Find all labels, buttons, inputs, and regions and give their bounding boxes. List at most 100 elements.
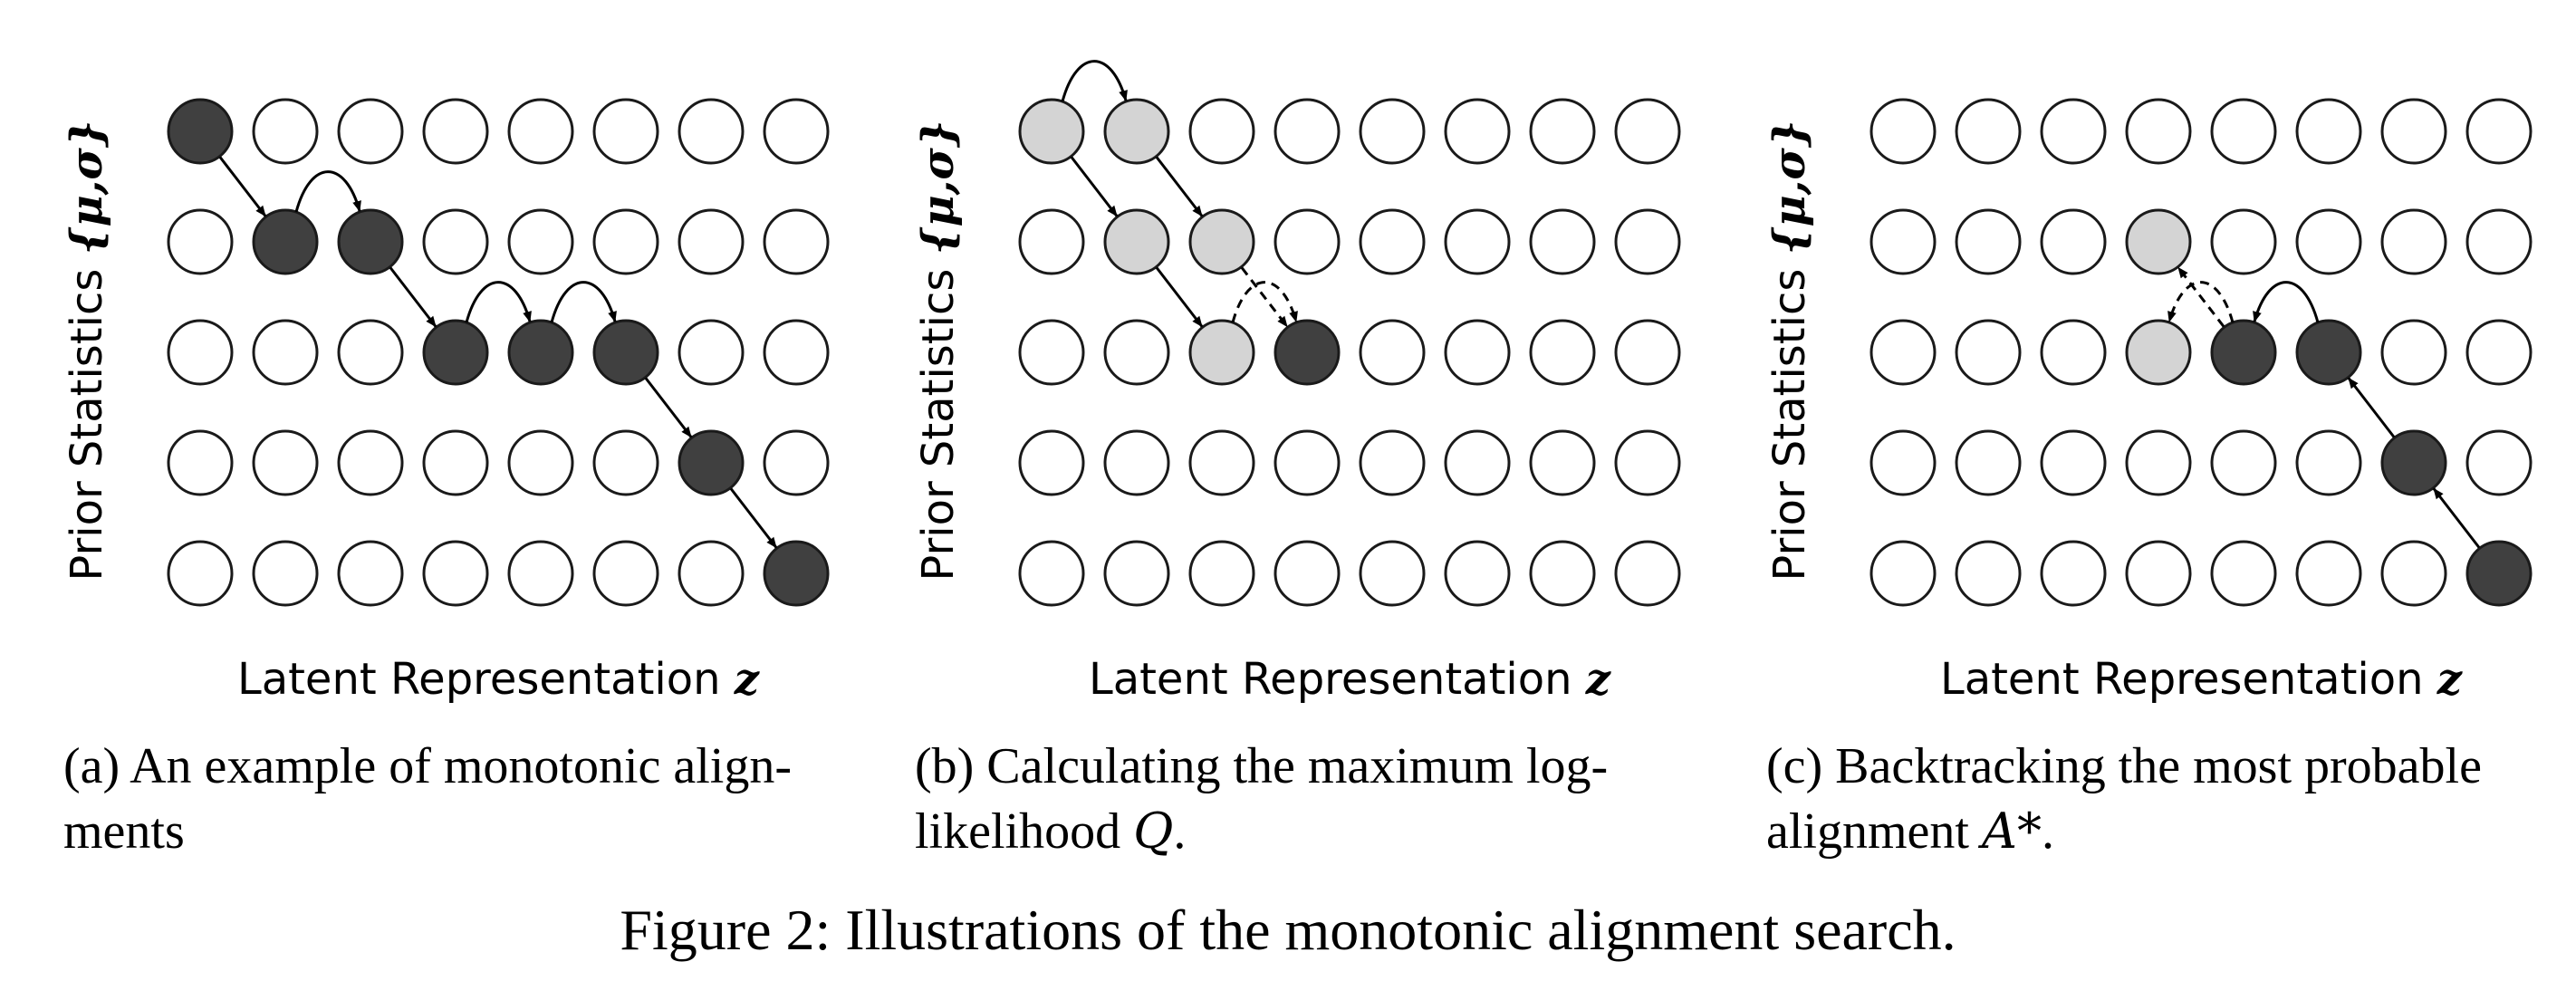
node-empty-r2-c4: [1359, 319, 1426, 386]
panel-b-caption-text: likelihood: [915, 803, 1134, 860]
node-empty-r0-c3: [422, 98, 489, 165]
node-empty-r0-c5: [592, 98, 659, 165]
edge-dashed-diag-3: [2177, 266, 2225, 328]
node-empty-r3-c0: [167, 429, 234, 496]
edge-dashed-arc-4: [2167, 281, 2235, 323]
node-empty-r4-c1: [1103, 540, 1170, 607]
panel-b-diagram: Prior Statistics {μ,σ} Latent Representat…: [913, 60, 1681, 705]
node-empty-r2-c2: [337, 319, 404, 386]
node-empty-r4-c4: [1359, 540, 1426, 607]
node-empty-r3-c4: [507, 429, 574, 496]
node-empty-r1-c7: [1614, 208, 1681, 275]
node-empty-r0-c4: [1359, 98, 1426, 165]
node-dark-r2-c5: [592, 319, 659, 386]
node-empty-r4-c7: [1614, 540, 1681, 607]
node-empty-r4-c1: [1955, 540, 2022, 607]
node-empty-r1-c6: [2380, 208, 2447, 275]
panel-c-ylabel-text: Prior Statistics: [1764, 255, 1815, 581]
node-empty-r0-c4: [2210, 98, 2277, 165]
node-dark-r3-c6: [2380, 429, 2447, 496]
panel-b-xlabel: Latent Representation z: [1089, 654, 1612, 705]
panel-b-caption-line-2: likelihood Q.: [915, 799, 1712, 864]
node-empty-r0-c7: [763, 98, 830, 165]
node-empty-r3-c7: [1614, 429, 1681, 496]
node-empty-r4-c1: [252, 540, 319, 607]
node-empty-r2-c0: [1870, 319, 1937, 386]
node-light-r1-c3: [2125, 208, 2192, 275]
node-empty-r3-c3: [1274, 429, 1341, 496]
node-empty-r3-c2: [1188, 429, 1255, 496]
edge-solid-diag-1: [1070, 156, 1119, 217]
panel-c-caption-line-2: alignment A*.: [1766, 799, 2563, 864]
panel-c-caption-period: .: [2041, 803, 2054, 860]
node-empty-r3-c2: [2040, 429, 2107, 496]
node-empty-r3-c1: [252, 429, 319, 496]
node-empty-r3-c2: [337, 429, 404, 496]
node-empty-r4-c5: [1444, 540, 1511, 607]
edge-solid-diag-2: [389, 266, 437, 328]
node-dark-r2-c4: [507, 319, 574, 386]
node-empty-r3-c3: [2125, 429, 2192, 496]
edge-solid-diag-0: [218, 156, 267, 217]
node-dark-r2-c5: [2295, 319, 2362, 386]
node-dark-r2-c3: [1274, 319, 1341, 386]
panel-b-ylabel: Prior Statistics {μ,σ}: [913, 120, 964, 581]
node-empty-r1-c7: [2465, 208, 2533, 275]
node-empty-r3-c7: [2465, 429, 2533, 496]
node-light-r0-c0: [1018, 98, 1085, 165]
node-empty-r2-c6: [2380, 319, 2447, 386]
panel-c-xlabel: Latent Representation z: [1940, 654, 2464, 705]
node-light-r2-c2: [1188, 319, 1255, 386]
node-empty-r4-c0: [1018, 540, 1085, 607]
node-empty-r2-c0: [167, 319, 234, 386]
node-empty-r0-c2: [2040, 98, 2107, 165]
node-empty-r2-c0: [1018, 319, 1085, 386]
node-empty-r4-c4: [507, 540, 574, 607]
panel-a-caption: (a) An example of monotonic align- ments: [63, 734, 860, 864]
panel-b-ylabel-text: Prior Statistics: [913, 255, 964, 581]
node-empty-r1-c5: [592, 208, 659, 275]
panel-a-ylabel-math: {μ,σ}: [62, 120, 112, 255]
node-empty-r1-c4: [1359, 208, 1426, 275]
edge-solid-diag-6: [729, 487, 778, 549]
panel-b-ylabel-math: {μ,σ}: [913, 120, 964, 255]
node-empty-r1-c6: [1529, 208, 1596, 275]
edge-solid-arc-3: [465, 281, 532, 323]
edge-solid-arc-2: [2253, 281, 2320, 323]
panel-a-xlabel: Latent Representation z: [237, 654, 761, 705]
node-empty-r4-c2: [2040, 540, 2107, 607]
node-empty-r0-c5: [2295, 98, 2362, 165]
figure-caption: Figure 2: Illustrations of the monotonic…: [620, 898, 1956, 962]
node-empty-r0-c7: [2465, 98, 2533, 165]
node-empty-r1-c0: [167, 208, 234, 275]
node-empty-r2-c7: [763, 319, 830, 386]
node-empty-r3-c3: [422, 429, 489, 496]
edge-dashed-arc-5: [1231, 281, 1298, 323]
node-dark-r2-c3: [422, 319, 489, 386]
node-empty-r1-c0: [1018, 208, 1085, 275]
node-empty-r4-c2: [1188, 540, 1255, 607]
panel-a-ylabel: Prior Statistics {μ,σ}: [62, 120, 112, 581]
node-empty-r2-c6: [1529, 319, 1596, 386]
node-empty-r1-c3: [1274, 208, 1341, 275]
node-empty-r4-c2: [337, 540, 404, 607]
node-empty-r2-c1: [252, 319, 319, 386]
node-empty-r0-c3: [2125, 98, 2192, 165]
node-empty-r1-c5: [2295, 208, 2362, 275]
node-empty-r4-c3: [1274, 540, 1341, 607]
node-empty-r3-c5: [592, 429, 659, 496]
node-empty-r3-c7: [763, 429, 830, 496]
node-empty-r2-c6: [678, 319, 745, 386]
node-empty-r0-c0: [1870, 98, 1937, 165]
node-empty-r0-c5: [1444, 98, 1511, 165]
node-empty-r4-c6: [2380, 540, 2447, 607]
node-empty-r2-c5: [1444, 319, 1511, 386]
node-empty-r3-c6: [1529, 429, 1596, 496]
node-empty-r4-c0: [1870, 540, 1937, 607]
node-empty-r4-c6: [678, 540, 745, 607]
node-empty-r1-c0: [1870, 208, 1937, 275]
node-empty-r2-c7: [2465, 319, 2533, 386]
node-empty-r3-c1: [1955, 429, 2022, 496]
node-empty-r0-c7: [1614, 98, 1681, 165]
node-empty-r1-c4: [507, 208, 574, 275]
